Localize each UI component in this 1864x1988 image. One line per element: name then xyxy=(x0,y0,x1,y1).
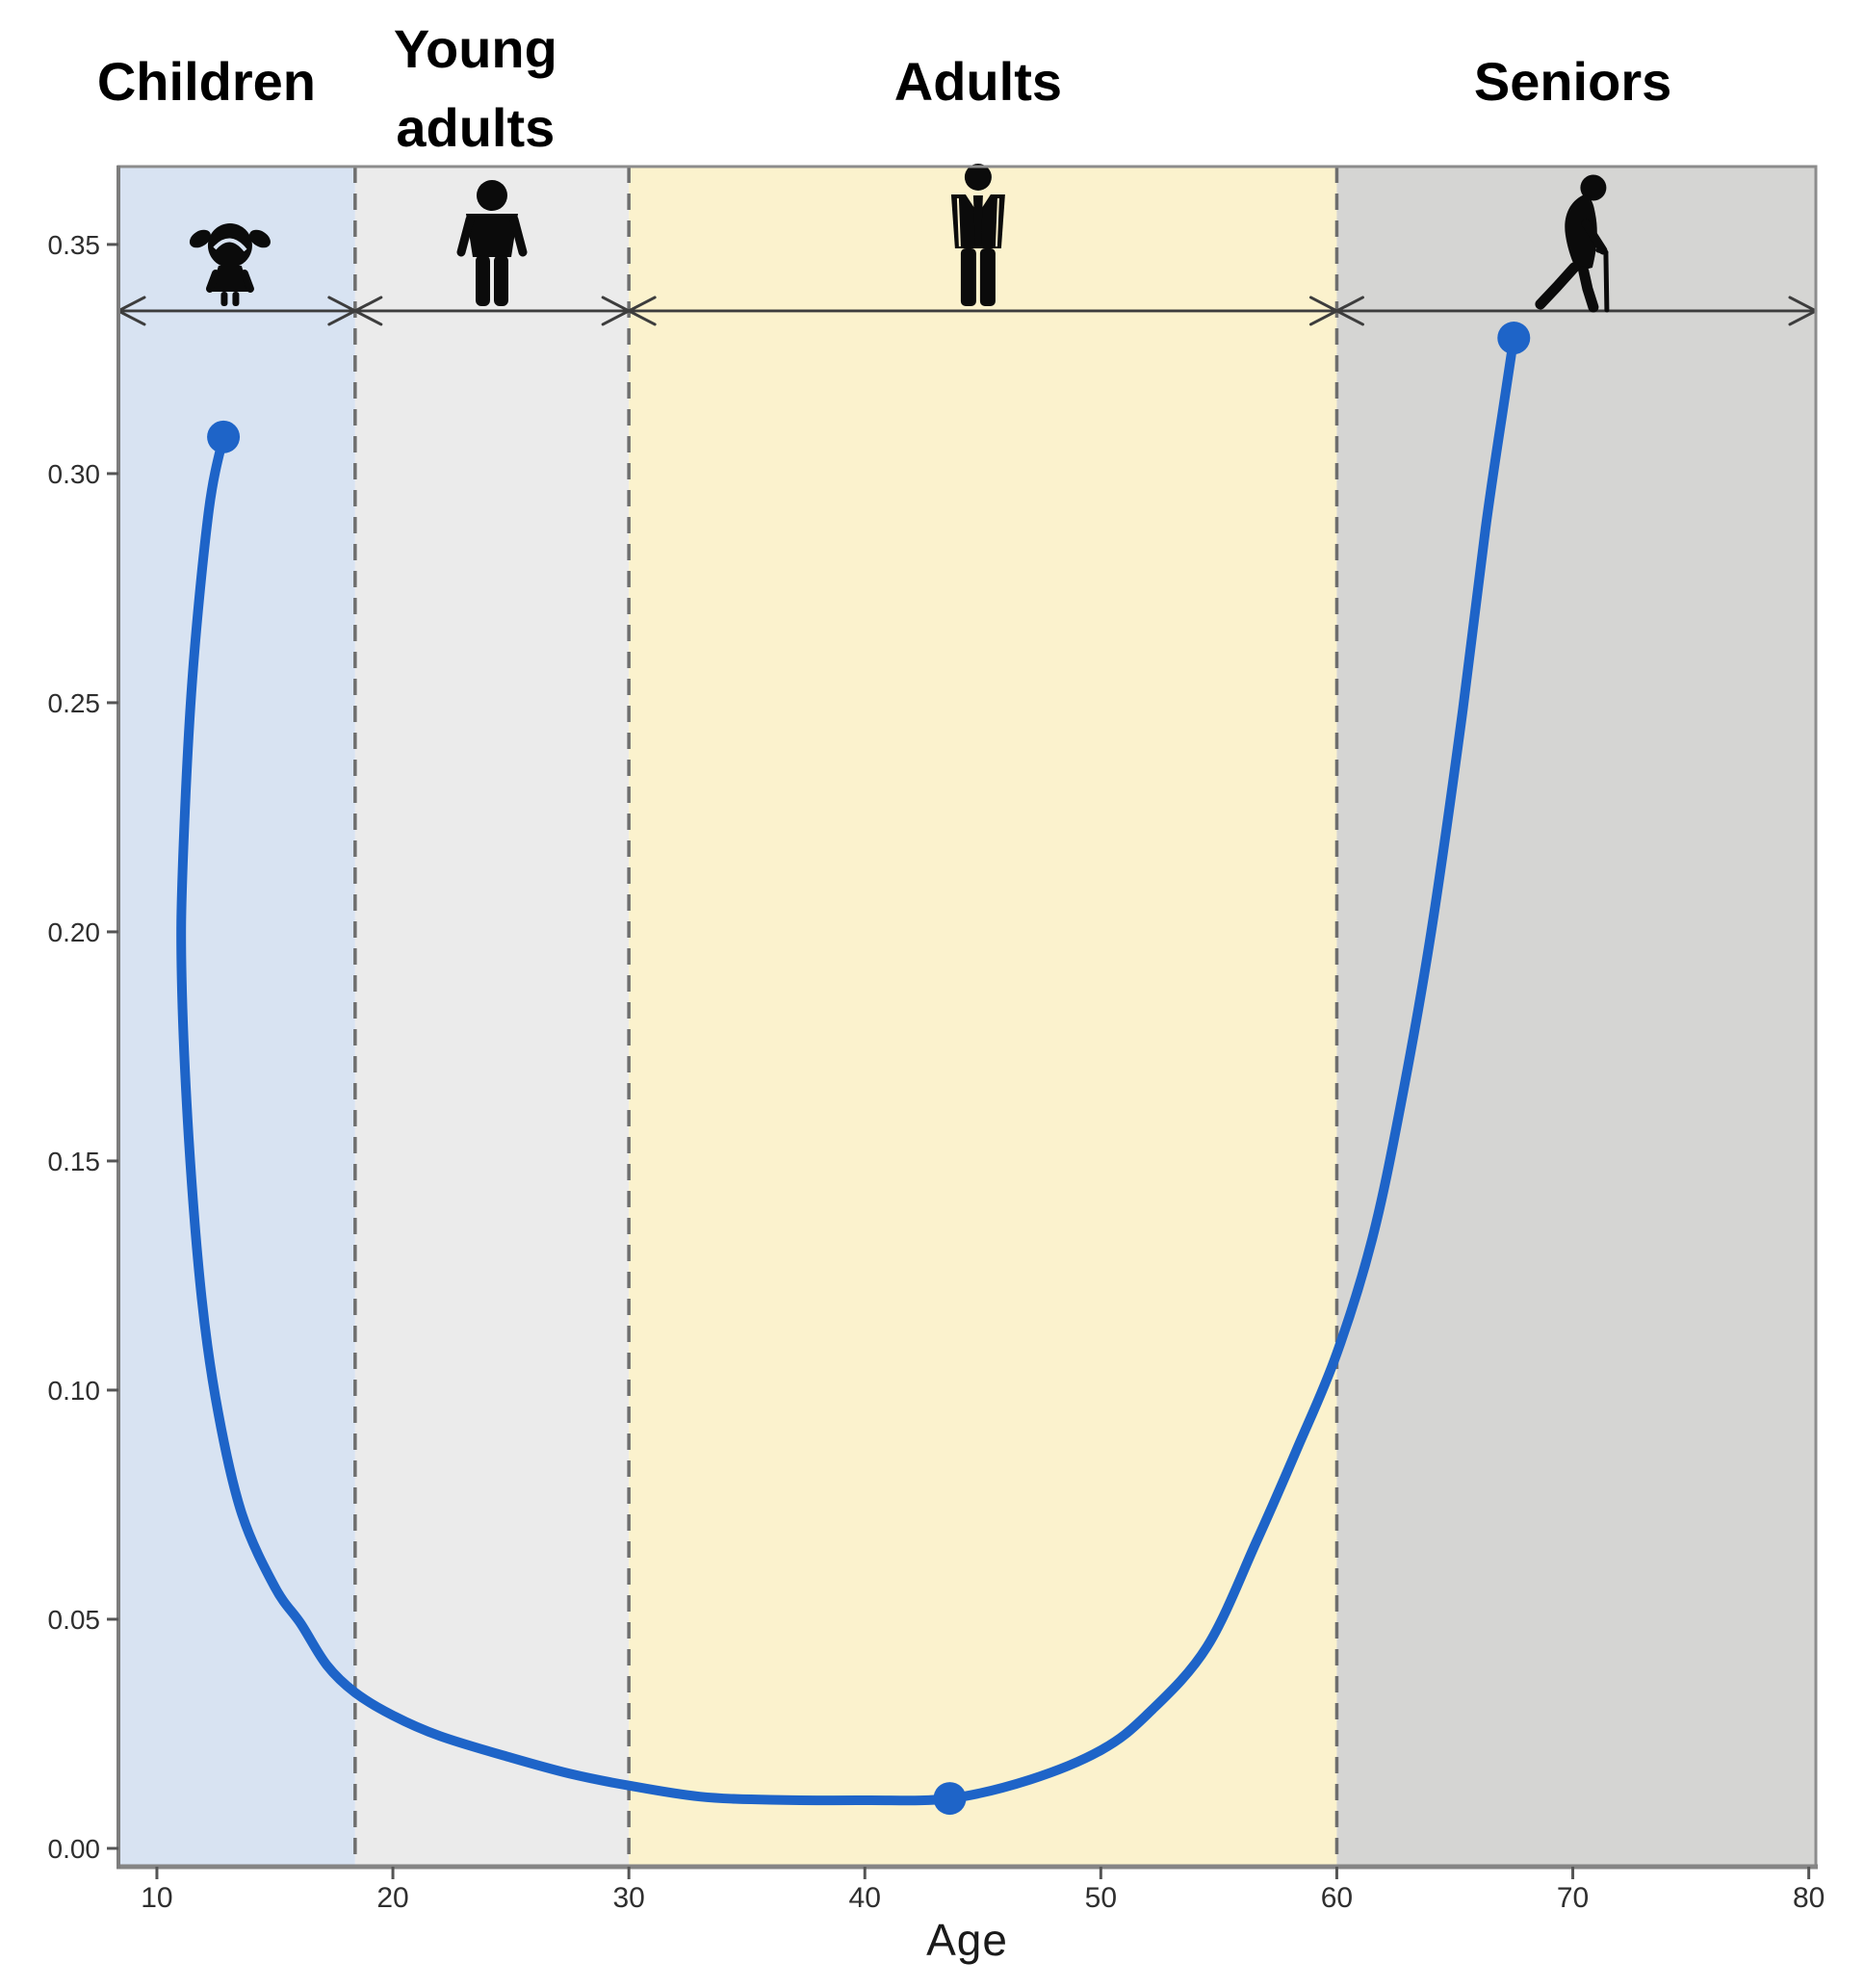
torso xyxy=(465,214,518,257)
region-title-line: Seniors xyxy=(1474,51,1671,112)
pigtail xyxy=(248,229,271,248)
arrowhead xyxy=(601,309,631,326)
leg xyxy=(493,255,508,306)
dress xyxy=(210,266,249,292)
span-arrow-seniors xyxy=(1334,296,1818,326)
pigtail xyxy=(189,229,211,248)
x-tick-label: 10 xyxy=(141,1882,172,1914)
arrowhead xyxy=(1334,309,1364,326)
leg xyxy=(232,292,240,306)
y-tick-label: 0.20 xyxy=(48,917,101,947)
sleeve-seam xyxy=(956,197,961,247)
leg xyxy=(1578,266,1599,313)
region-band-children xyxy=(118,167,355,1867)
cane xyxy=(1603,249,1610,313)
risk-curve-path xyxy=(176,333,1519,1806)
region-title-adults: Adults xyxy=(894,51,1062,112)
x-tick-label: 20 xyxy=(376,1882,408,1914)
arrowhead xyxy=(627,309,657,326)
leg xyxy=(475,255,490,306)
y-tick-label: 0.15 xyxy=(48,1147,101,1176)
region-title-young-adults: Young adults xyxy=(394,18,557,158)
region-title-line: adults xyxy=(396,97,555,158)
region-band-seniors xyxy=(1336,167,1816,1867)
y-tick-label: 0.05 xyxy=(48,1605,101,1635)
y-tick-label: 0.00 xyxy=(48,1834,101,1864)
leg xyxy=(1535,262,1580,310)
arm xyxy=(509,215,528,257)
data-point-marker-3 xyxy=(1497,322,1531,355)
sleeve-seam xyxy=(995,197,999,247)
head xyxy=(207,223,252,268)
x-axis-title: Age xyxy=(926,1915,1008,1965)
region-title-line: Adults xyxy=(894,51,1062,112)
leg xyxy=(220,292,228,306)
leg xyxy=(960,248,976,306)
data-point-marker-1 xyxy=(207,420,241,453)
x-tick-label: 60 xyxy=(1321,1882,1353,1914)
region-band-young-adults xyxy=(354,167,630,1867)
arrowhead xyxy=(1308,296,1338,313)
head xyxy=(476,180,507,211)
x-tick-label: 70 xyxy=(1557,1882,1589,1914)
y-tick-label: 0.10 xyxy=(48,1376,101,1406)
region-title-children: Children xyxy=(97,51,316,112)
arrowhead xyxy=(1334,296,1364,313)
span-arrow-young-adults xyxy=(353,296,631,326)
arm xyxy=(1581,219,1608,255)
data-point-marker-2 xyxy=(933,1782,967,1816)
arrowhead xyxy=(327,309,357,326)
y-tick-label: 0.25 xyxy=(48,688,101,718)
y-tick-label: 0.35 xyxy=(48,230,101,260)
region-title-line: Children xyxy=(97,51,316,112)
bangs xyxy=(213,238,247,252)
arrowhead xyxy=(327,296,357,313)
head xyxy=(1580,174,1607,201)
arrowhead xyxy=(116,309,146,326)
girl-child-icon xyxy=(189,223,271,306)
arrowhead xyxy=(1788,309,1818,326)
region-title-seniors: Seniors xyxy=(1474,51,1671,112)
arrowhead xyxy=(627,296,657,313)
span-arrow-adults xyxy=(627,296,1338,326)
x-tick-label: 30 xyxy=(612,1882,644,1914)
arrowhead xyxy=(1308,309,1338,326)
y-tick-label: 0.30 xyxy=(48,459,101,489)
span-arrow-children xyxy=(116,296,357,326)
arm xyxy=(456,215,475,257)
arrowhead xyxy=(116,296,146,313)
x-tick-label: 80 xyxy=(1793,1882,1825,1914)
leg xyxy=(979,248,996,306)
arrowhead xyxy=(353,309,383,326)
arm xyxy=(240,270,254,293)
head xyxy=(964,164,992,191)
x-tick-label: 40 xyxy=(849,1882,881,1914)
arrowhead xyxy=(353,296,383,313)
arrowhead xyxy=(601,296,631,313)
arrowhead xyxy=(1788,296,1818,313)
tie xyxy=(972,195,983,246)
torso xyxy=(1565,194,1597,271)
young-adult-icon xyxy=(456,180,528,306)
region-title-line: Young xyxy=(394,18,557,79)
arm xyxy=(205,270,220,293)
x-tick-label: 50 xyxy=(1085,1882,1117,1914)
business-man-icon xyxy=(950,164,1005,306)
senior-walking-icon xyxy=(1535,174,1610,313)
region-band-adults xyxy=(629,167,1337,1867)
